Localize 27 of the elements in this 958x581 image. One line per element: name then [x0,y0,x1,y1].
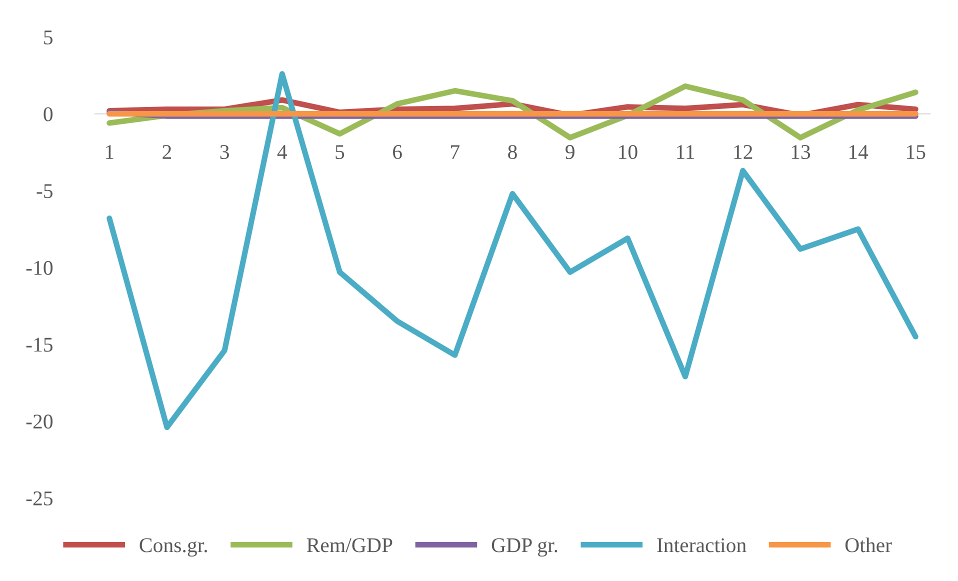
legend-label: Interaction [657,538,746,552]
y-tick-label: -25 [26,491,53,506]
x-tick-label: 8 [508,144,517,160]
x-tick-label: 1 [106,145,114,159]
legend-label: GDP gr. [492,538,558,557]
legend-label: Other [845,538,892,552]
x-tick-label: 9 [566,145,574,160]
x-tick-label: 6 [393,145,402,160]
y-tick-label: 0 [44,107,53,122]
legend-label: Rem/GDP [306,538,392,552]
x-tick-label: 3 [220,145,229,160]
y-tick-label: 5 [44,30,53,44]
y-tick-label: -10 [26,260,53,275]
x-tick-label: 11 [677,145,694,159]
x-tick-label: 15 [907,145,926,160]
x-tick-label: 4 [277,145,288,159]
legend-label: Cons.gr. [140,538,207,557]
x-tick-label: 14 [849,145,868,159]
x-tick-label: 7 [451,145,460,159]
y-tick-label: -5 [36,184,53,198]
y-tick-label: -15 [26,338,53,352]
y-tick-label: -20 [26,414,53,429]
x-tick-label: 12 [734,145,752,159]
x-tick-label: 10 [619,144,638,160]
x-tick-label: 5 [336,145,344,160]
x-tick-label: 2 [162,145,172,159]
x-tick-label: 13 [792,145,810,160]
